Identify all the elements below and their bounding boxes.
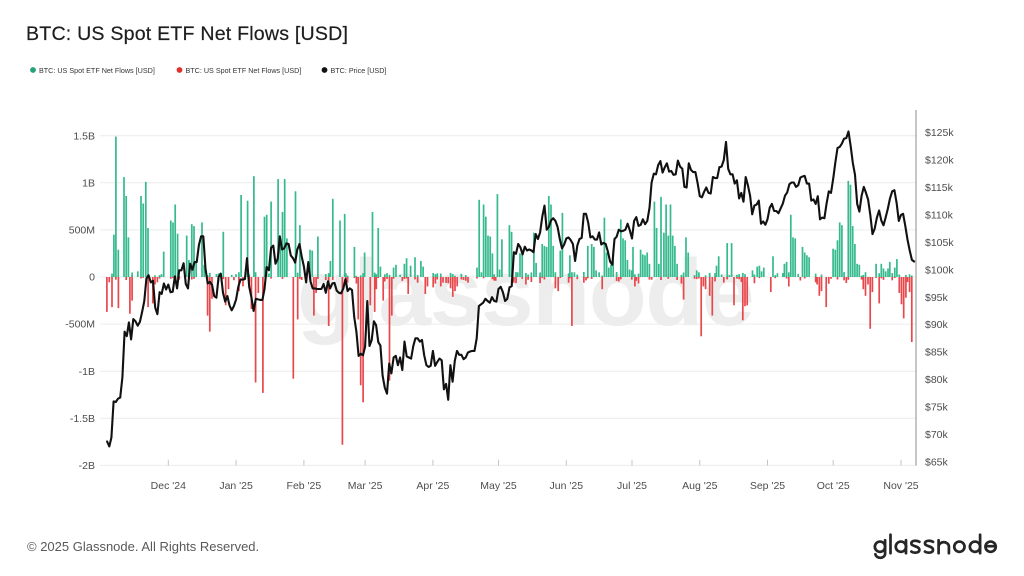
svg-text:-1B: -1B [79, 366, 95, 378]
svg-text:$100k: $100k [925, 264, 954, 276]
svg-text:May '25: May '25 [480, 480, 517, 492]
svg-text:Jan '25: Jan '25 [219, 480, 253, 492]
svg-text:$80k: $80k [925, 374, 949, 386]
svg-text:$95k: $95k [925, 292, 949, 304]
svg-text:$110k: $110k [925, 210, 954, 222]
svg-text:Mar '25: Mar '25 [348, 480, 383, 492]
svg-text:500M: 500M [69, 225, 95, 237]
svg-text:Apr '25: Apr '25 [416, 480, 449, 492]
svg-text:$125k: $125k [925, 127, 954, 139]
svg-text:-500M: -500M [65, 319, 95, 331]
svg-text:Nov '25: Nov '25 [883, 480, 918, 492]
svg-text:BTC: Price [USD]: BTC: Price [USD] [331, 66, 387, 75]
svg-text:© 2025 Glassnode. All Rights R: © 2025 Glassnode. All Rights Reserved. [27, 539, 259, 554]
svg-text:BTC: US Spot ETF Net Flows [US: BTC: US Spot ETF Net Flows [USD] [186, 66, 302, 75]
svg-text:$115k: $115k [925, 182, 954, 194]
svg-text:$75k: $75k [925, 402, 949, 414]
svg-text:-1.5B: -1.5B [70, 413, 95, 425]
svg-text:Feb '25: Feb '25 [287, 480, 322, 492]
svg-text:1B: 1B [82, 177, 95, 189]
svg-text:$105k: $105k [925, 237, 954, 249]
svg-text:$65k: $65k [925, 456, 949, 468]
svg-text:BTC: US Spot ETF Net Flows [US: BTC: US Spot ETF Net Flows [USD] [39, 66, 155, 75]
svg-text:-2B: -2B [79, 460, 95, 472]
svg-text:$120k: $120k [925, 155, 954, 167]
svg-text:1.5B: 1.5B [73, 130, 95, 142]
svg-text:BTC: US Spot ETF Net Flows [US: BTC: US Spot ETF Net Flows [USD] [26, 23, 348, 45]
svg-text:Dec '24: Dec '24 [151, 480, 186, 492]
svg-text:$70k: $70k [925, 429, 949, 441]
svg-text:Oct '25: Oct '25 [817, 480, 850, 492]
svg-text:Jul '25: Jul '25 [617, 480, 647, 492]
svg-text:0: 0 [89, 272, 95, 284]
svg-text:Aug '25: Aug '25 [682, 480, 717, 492]
svg-text:Sep '25: Sep '25 [750, 480, 785, 492]
svg-text:$85k: $85k [925, 347, 949, 359]
svg-text:$90k: $90k [925, 319, 949, 331]
svg-text:Jun '25: Jun '25 [550, 480, 584, 492]
